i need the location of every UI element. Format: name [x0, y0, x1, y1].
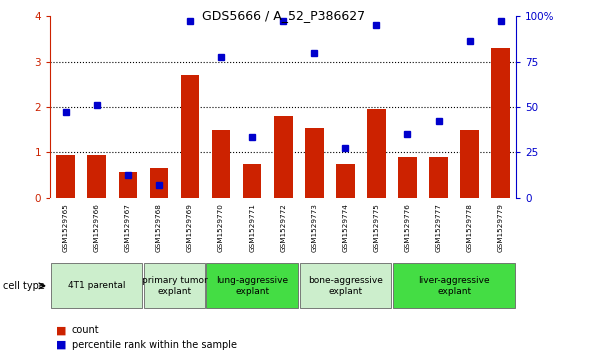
Text: GSM1529774: GSM1529774: [342, 203, 348, 252]
Text: GSM1529772: GSM1529772: [280, 203, 286, 252]
Bar: [336, 164, 355, 198]
Text: GSM1529776: GSM1529776: [405, 203, 411, 252]
Text: GSM1529778: GSM1529778: [467, 203, 473, 252]
Text: GSM1529766: GSM1529766: [94, 203, 100, 252]
Text: GSM1529768: GSM1529768: [156, 203, 162, 252]
Bar: [393, 263, 515, 309]
Text: primary tumor
explant: primary tumor explant: [142, 276, 207, 295]
Bar: [57, 155, 75, 198]
Bar: [212, 130, 230, 198]
Text: lung-aggressive
explant: lung-aggressive explant: [216, 276, 288, 295]
Text: GSM1529769: GSM1529769: [187, 203, 193, 252]
Bar: [145, 263, 205, 309]
Text: GSM1529771: GSM1529771: [249, 203, 255, 252]
Text: GSM1529767: GSM1529767: [125, 203, 131, 252]
Text: liver-aggressive
explant: liver-aggressive explant: [418, 276, 490, 295]
Text: cell type: cell type: [3, 281, 45, 291]
Text: GDS5666 / A_52_P386627: GDS5666 / A_52_P386627: [202, 9, 365, 22]
Bar: [300, 263, 391, 309]
Bar: [460, 130, 479, 198]
Text: 4T1 parental: 4T1 parental: [68, 281, 126, 290]
Text: GSM1529777: GSM1529777: [435, 203, 441, 252]
Bar: [305, 127, 323, 198]
Text: percentile rank within the sample: percentile rank within the sample: [72, 340, 237, 350]
Text: GSM1529765: GSM1529765: [63, 203, 68, 252]
Bar: [367, 109, 386, 198]
Bar: [243, 164, 261, 198]
Bar: [206, 263, 298, 309]
Bar: [398, 157, 417, 198]
Text: GSM1529779: GSM1529779: [498, 203, 504, 252]
Bar: [150, 168, 168, 198]
Bar: [119, 172, 137, 198]
Text: count: count: [72, 325, 100, 335]
Text: ■: ■: [56, 340, 67, 350]
Bar: [87, 155, 106, 198]
Bar: [51, 263, 142, 309]
Text: GSM1529770: GSM1529770: [218, 203, 224, 252]
Bar: [430, 157, 448, 198]
Text: GSM1529773: GSM1529773: [312, 203, 317, 252]
Text: bone-aggressive
explant: bone-aggressive explant: [308, 276, 383, 295]
Text: GSM1529775: GSM1529775: [373, 203, 379, 252]
Bar: [274, 116, 293, 198]
Bar: [181, 75, 199, 198]
Text: ■: ■: [56, 325, 67, 335]
Bar: [491, 48, 510, 198]
